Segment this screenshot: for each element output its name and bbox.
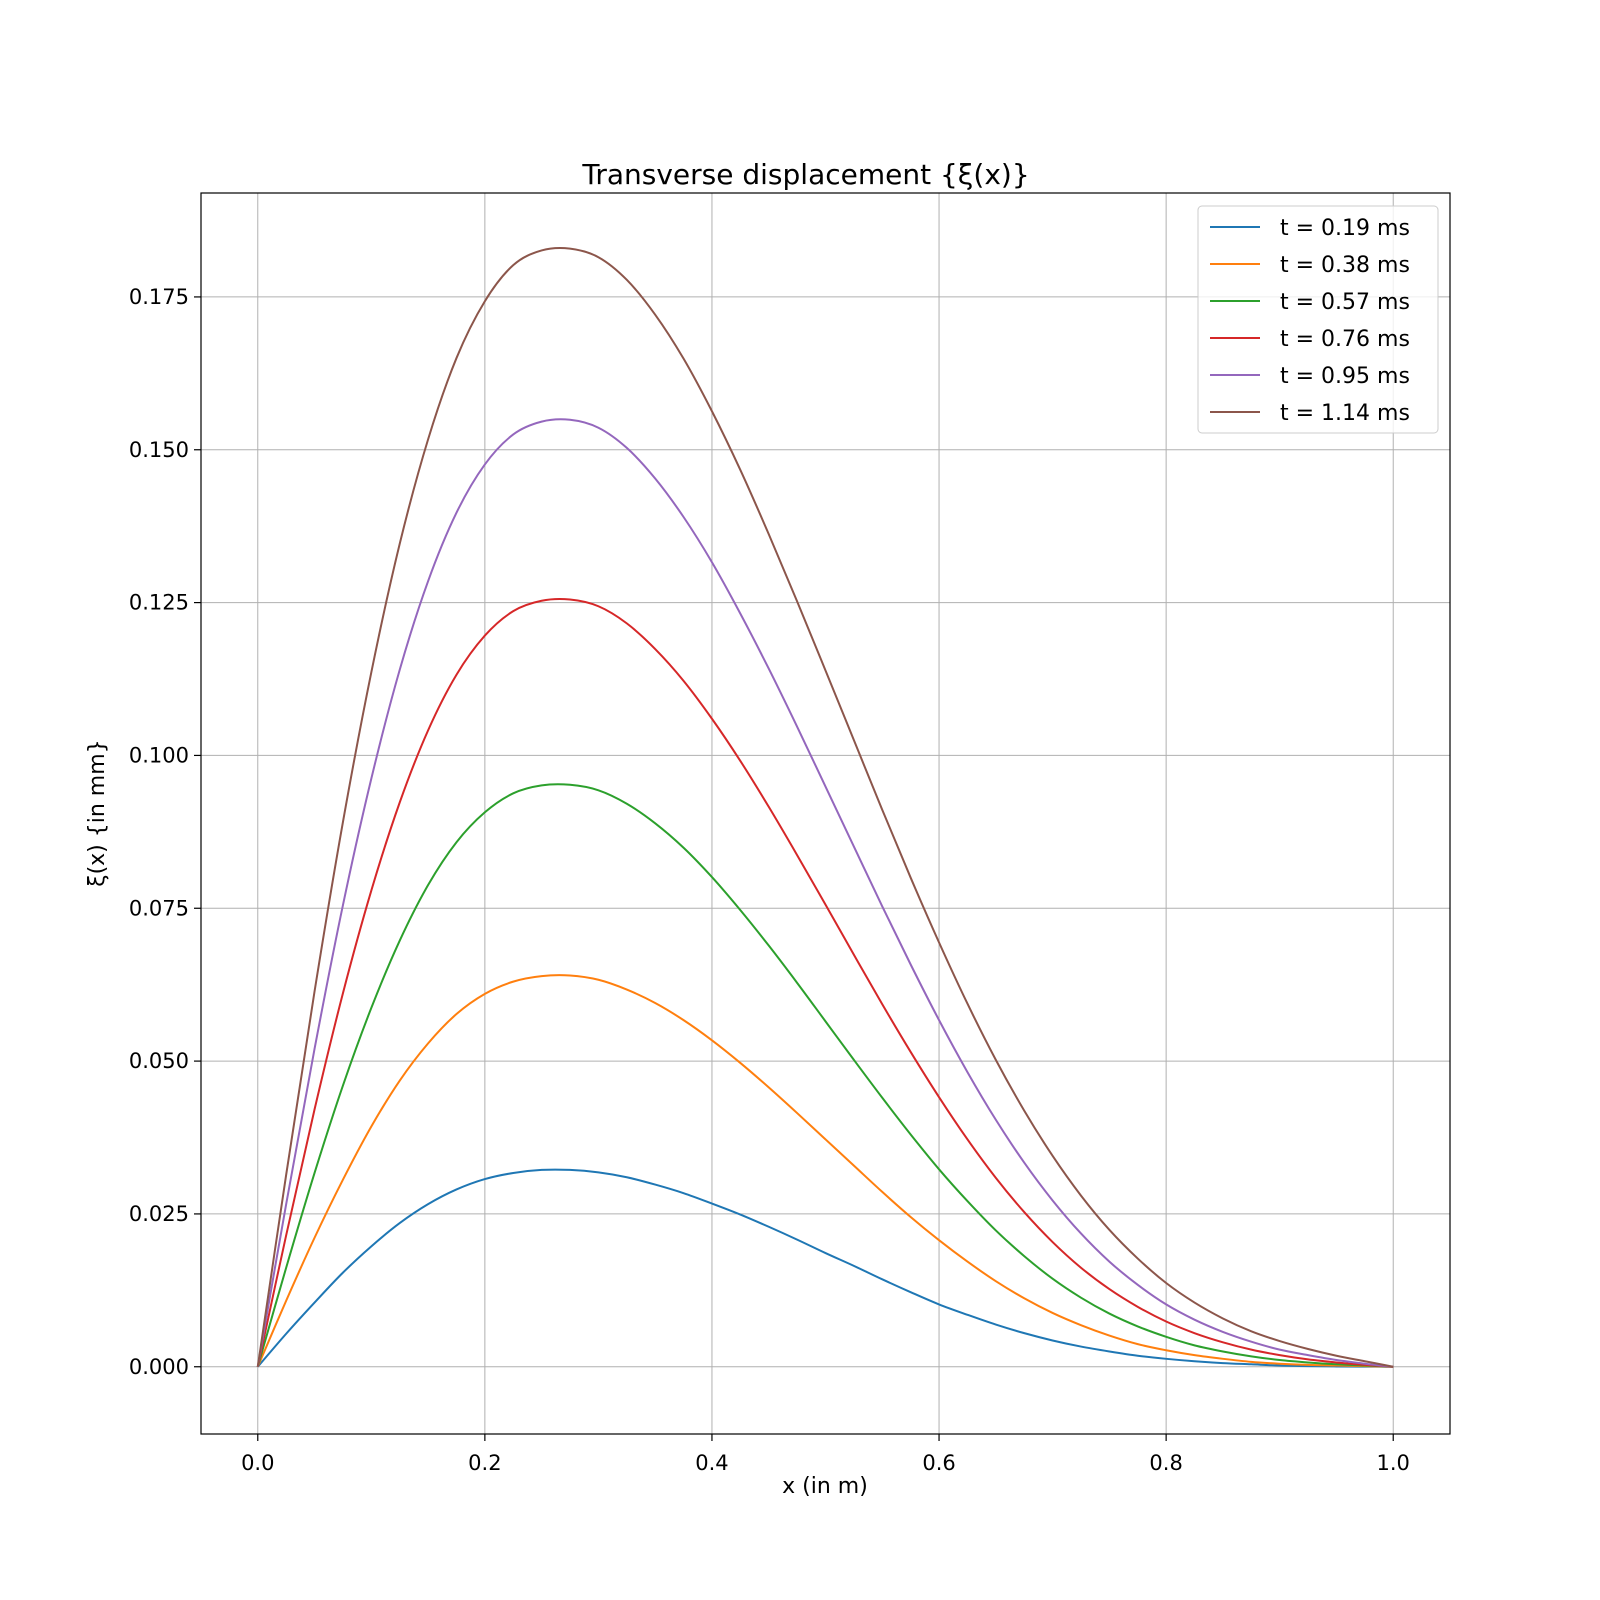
- x-tick-label: 1.0: [1377, 1451, 1410, 1475]
- plot-area: [256, 246, 1394, 1368]
- x-tick-label: 0.0: [241, 1451, 274, 1475]
- legend-box: [1197, 205, 1439, 434]
- y-axis: 0.000 0.025 0.050 0.075 0.100 0.125 0.150 0.175: [129, 285, 201, 1379]
- series-line-2: [256, 974, 1394, 1368]
- y-tick-label: 0.150: [129, 438, 189, 462]
- y-tick-label: 0.075: [129, 896, 189, 920]
- series-line-6: [256, 246, 1394, 1368]
- y-tick-label: 0.125: [129, 591, 189, 615]
- series-line-4: [256, 598, 1394, 1368]
- legend: t = 0.19 ms t = 0.38 ms t = 0.57 ms t = 0.7…: [1197, 205, 1439, 434]
- legend-label: t = 0.95 ms: [1280, 364, 1410, 389]
- y-tick-label: 0.175: [129, 285, 189, 309]
- x-tick-label: 0.4: [695, 1451, 728, 1475]
- y-tick-label: 0.000: [129, 1355, 189, 1379]
- legend-label: t = 0.57 ms: [1280, 290, 1410, 315]
- series-line-1: [257, 1168, 1394, 1368]
- legend-label: t = 0.76 ms: [1280, 327, 1410, 352]
- legend-label: t = 1.14 ms: [1280, 401, 1410, 426]
- series-line-3: [256, 783, 1394, 1368]
- chart-title: Transverse displacement {ξ(x)}: [581, 158, 1029, 191]
- y-tick-label: 0.100: [129, 743, 189, 767]
- y-tick-label: 0.050: [129, 1049, 189, 1073]
- x-tick-label: 0.6: [922, 1451, 955, 1475]
- x-axis-label: x (in m): [782, 1474, 868, 1499]
- x-tick-label: 0.8: [1149, 1451, 1182, 1475]
- x-tick-label: 0.2: [468, 1451, 501, 1475]
- x-axis: 0.0 0.2 0.4 0.6 0.8 1.0: [241, 1434, 1410, 1475]
- legend-label: t = 0.19 ms: [1280, 216, 1410, 241]
- y-axis-label: ξ(x) {in mm}: [85, 739, 110, 886]
- legend-label: t = 0.38 ms: [1280, 253, 1410, 278]
- axes-frame: [200, 192, 1451, 1435]
- series-line-5: [256, 418, 1394, 1368]
- y-tick-label: 0.025: [129, 1202, 189, 1226]
